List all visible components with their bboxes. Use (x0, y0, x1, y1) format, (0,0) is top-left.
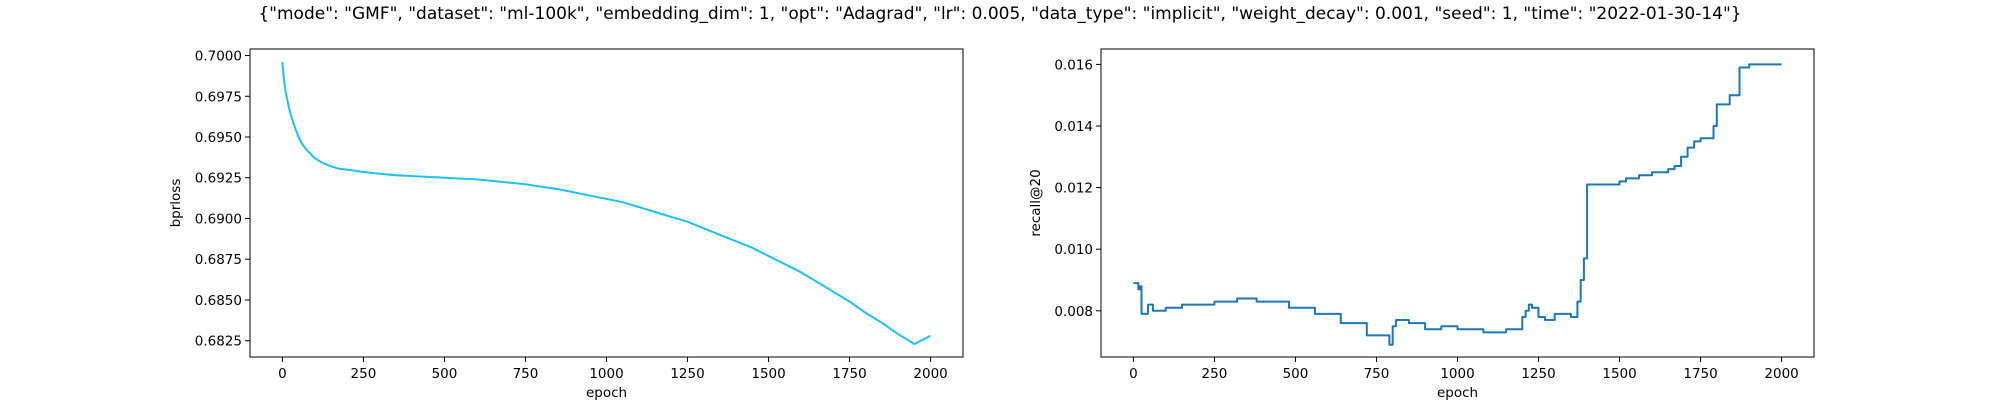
y-tick-label: 0.014 (1054, 119, 1093, 135)
x-tick-label: 500 (432, 366, 458, 382)
x-tick-label: 1000 (1440, 366, 1474, 382)
x-tick-label: 1750 (832, 366, 866, 382)
x-tick-label: 1500 (1602, 366, 1636, 382)
x-tick-label: 0 (278, 366, 287, 382)
left-plot-bprloss: 0 250 500 750 1000 1250 1500 1750 2000 0.6825 0.68… (168, 48, 964, 400)
x-tick-label: 0 (1129, 366, 1138, 382)
y-tick-label: 0.016 (1054, 57, 1093, 73)
series-line-0 (1133, 63, 1782, 346)
x-tick-label: 1000 (589, 366, 623, 382)
x-tick-label: 750 (513, 366, 539, 382)
x-tick-label: 1750 (1683, 366, 1717, 382)
x-axis-label: epoch (586, 385, 627, 400)
y-axis-label: recall@20 (1028, 169, 1044, 236)
x-tick-label: 1250 (1521, 366, 1555, 382)
x-tick-label: 500 (1283, 366, 1309, 382)
y-tick-label: 0.7000 (195, 49, 242, 65)
y-tick-label: 0.6825 (195, 334, 242, 350)
y-tick-label: 0.6950 (195, 130, 242, 146)
x-tick-label: 1250 (670, 366, 704, 382)
x-tick-label: 2000 (913, 366, 947, 382)
y-axis-label: bprloss (168, 179, 184, 228)
y-tick-label: 0.6925 (195, 171, 242, 187)
y-tick-label: 0.6975 (195, 89, 242, 105)
y-tick-label: 0.6875 (195, 252, 242, 268)
y-tick-label: 0.010 (1054, 242, 1093, 258)
y-tick-label: 0.6850 (195, 293, 242, 309)
x-tick-label: 1500 (751, 366, 785, 382)
series-line-0 (281, 61, 932, 345)
y-tick-label: 0.6900 (195, 211, 242, 227)
x-tick-label: 750 (1364, 366, 1390, 382)
x-tick-label: 2000 (1764, 366, 1798, 382)
x-tick-label: 250 (351, 366, 377, 382)
x-axis-label: epoch (1437, 385, 1478, 400)
axes-frame (1100, 48, 1815, 358)
x-tick-label: 250 (1202, 366, 1228, 382)
y-tick-label: 0.012 (1054, 181, 1093, 197)
right-plot-recall: 0 250 500 750 1000 1250 1500 1750 2000 0.008 0.010… (1028, 48, 1815, 400)
y-tick-label: 0.008 (1054, 304, 1093, 320)
figure-title: {"mode": "GMF", "dataset": "ml-100k", "e… (258, 4, 1742, 24)
axes-frame (249, 48, 964, 358)
